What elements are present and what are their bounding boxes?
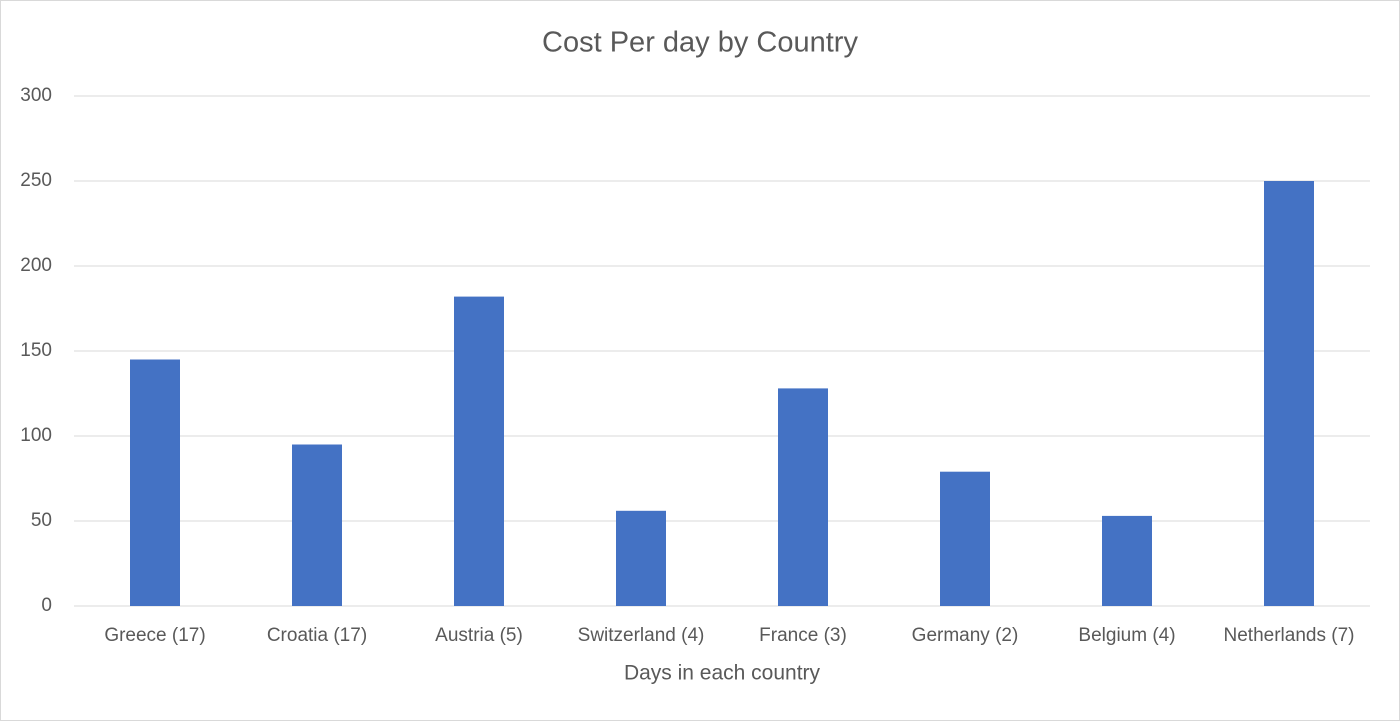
y-tick-label: 0 [41,595,52,616]
y-tick-label: 100 [20,425,52,446]
y-tick-label: 50 [31,510,52,531]
y-tick-label: 250 [20,170,52,191]
x-tick-label: Belgium (4) [1078,625,1175,646]
y-tick-label: 200 [20,255,52,276]
bar [454,296,504,606]
x-tick-label: Croatia (17) [267,625,367,646]
bar [130,359,180,606]
bar [940,471,990,606]
bar [778,388,828,606]
bar [292,444,342,606]
chart-title: Cost Per day by Country [542,27,858,59]
x-tick-label: Switzerland (4) [578,625,705,646]
bar [616,510,666,606]
x-tick-label: Netherlands (7) [1224,625,1355,646]
x-tick-label: Austria (5) [435,625,523,646]
x-tick-label: Greece (17) [104,625,205,646]
x-axis-title: Days in each country [624,662,821,685]
y-tick-label: 150 [20,340,52,361]
y-tick-label: 300 [20,85,52,106]
x-tick-label: France (3) [759,625,847,646]
bar [1102,515,1152,606]
x-tick-label: Germany (2) [912,625,1019,646]
bar [1264,181,1314,606]
